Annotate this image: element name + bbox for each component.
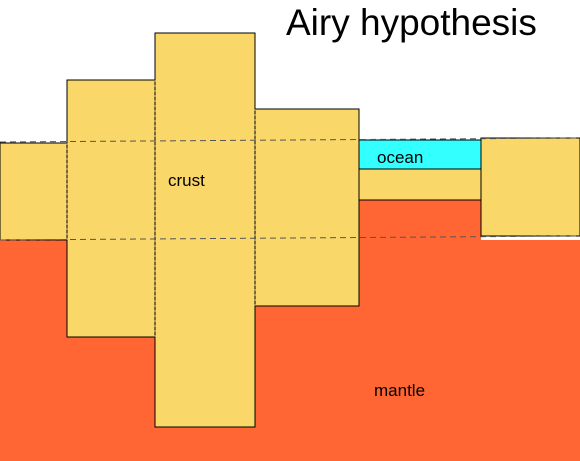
crust-block-right — [480, 137, 580, 237]
mantle-label: mantle — [374, 381, 426, 400]
crust-block-second — [66, 79, 156, 338]
oceanic-crust — [358, 168, 482, 201]
crust-block-tallest — [154, 32, 256, 428]
mantle-under-ocean — [359, 200, 481, 241]
crust-label: crust — [168, 171, 205, 190]
crust-block-fourth — [254, 108, 360, 307]
diagram-title: Airy hypothesis — [286, 2, 537, 43]
sea-level-reference-line — [0, 137, 580, 143]
crust-block-left — [0, 142, 68, 241]
ocean-water — [358, 139, 482, 170]
compensation-reference-line — [0, 235, 580, 241]
ocean-label: ocean — [377, 148, 424, 167]
